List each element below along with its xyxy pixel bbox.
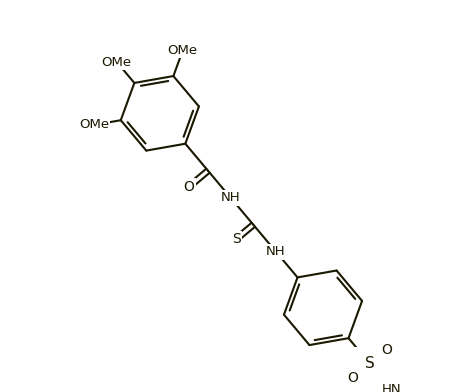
Text: OMe: OMe (168, 44, 198, 57)
Text: OMe: OMe (102, 56, 132, 69)
Text: O: O (382, 343, 392, 357)
Text: NH: NH (266, 245, 286, 258)
Text: O: O (184, 180, 194, 194)
Text: OMe: OMe (79, 118, 109, 131)
Text: HN: HN (382, 383, 401, 392)
Text: S: S (232, 232, 241, 246)
Text: NH: NH (221, 191, 240, 204)
Text: S: S (365, 356, 375, 371)
Text: O: O (348, 371, 359, 385)
